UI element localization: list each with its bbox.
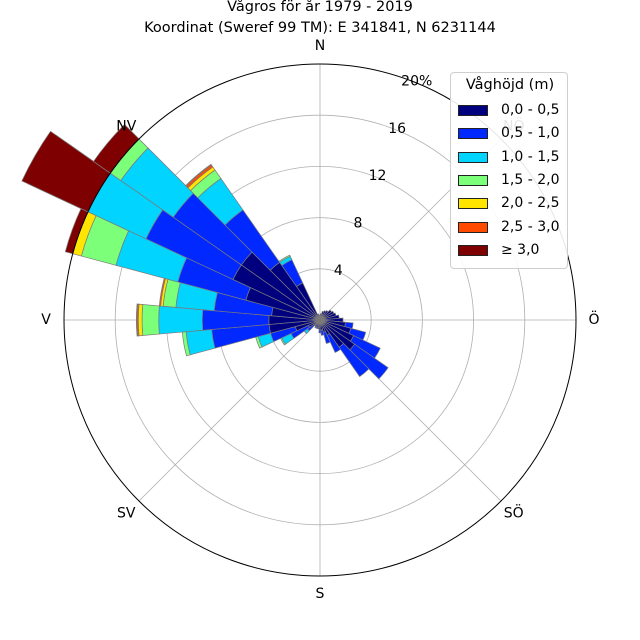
sector-bar-170-bin-1 [320, 329, 325, 336]
chart-subtitle: Koordinat (Sweref 99 TM): E 341841, N 62… [144, 20, 496, 36]
legend-swatch [458, 128, 488, 140]
legend-item: 2,0 - 2,5 [458, 195, 568, 214]
legend-item: 1,0 - 1,5 [458, 148, 568, 168]
legend-swatch [458, 105, 488, 116]
radial-tick-label: 16 [388, 121, 406, 137]
legend-label: 0,0 - 0,5 [501, 102, 560, 118]
polar-frame [63, 63, 577, 577]
legend-item: 0,0 - 0,5 [458, 102, 568, 121]
sector-bar-330-bin-3 [278, 254, 291, 263]
legend-label: 2,0 - 2,5 [501, 195, 560, 212]
legend-item: 2,5 - 3,0 [458, 218, 568, 238]
sector-bar-270-bin-6 [135, 303, 139, 337]
sector-bar-150-bin-1 [326, 333, 342, 353]
legend-swatch [458, 221, 488, 233]
sector-bar-260-bin-2 [185, 329, 216, 356]
legend-title: Våghöjd (m) [465, 77, 555, 93]
sector-bar-180-bin-1 [318, 329, 322, 334]
compass-label: S [316, 586, 325, 602]
legend-item: ≥ 3,0 [458, 241, 568, 261]
compass-label: N [315, 38, 325, 54]
grid-spoke [138, 319, 321, 502]
chart-title: Vågros för år 1979 - 2019 [227, 0, 413, 15]
sector-bar-140-bin-1 [338, 343, 370, 378]
compass-label: SÖ [504, 504, 524, 522]
legend-swatch [458, 198, 488, 210]
sector-bar-210-bin-1 [314, 325, 318, 329]
radial-tick-label: 8 [353, 216, 362, 232]
legend-label: 1,5 - 2,0 [501, 171, 560, 188]
rose-sectors [21, 124, 389, 380]
legend-label: 0,5 - 1,0 [501, 125, 560, 142]
sector-bar-270-bin-2 [158, 305, 204, 335]
sector-bar-350-bin-0 [318, 314, 321, 321]
compass-label: SV [117, 506, 136, 522]
legend-swatch [458, 174, 488, 186]
compass-label: V [41, 312, 51, 328]
sector-bar-320-bin-6 [185, 163, 212, 187]
radial-tick-label: 20% [401, 74, 432, 90]
compass-label: Ö [588, 310, 599, 328]
legend-swatch [458, 244, 488, 256]
legend-item: 0,5 - 1,0 [458, 125, 568, 144]
legend-item: 1,5 - 2,0 [458, 171, 568, 191]
legend-label: ≥ 3,0 [501, 241, 540, 258]
sector-bar-270-bin-3 [141, 304, 160, 336]
radial-tick-label: 12 [369, 168, 387, 184]
legend-swatch [458, 151, 488, 163]
compass-label: NV [116, 118, 136, 134]
legend: Våghöjd (m) 0,0 - 0,5 0,5 - 1,0 1,0 - 1,5 1… [450, 72, 568, 269]
radial-tick-label: 4 [334, 263, 343, 279]
sector-bar-160-bin-1 [322, 331, 331, 344]
legend-label: 2,5 - 3,0 [501, 218, 560, 235]
sector-bar-130-bin-1 [349, 343, 389, 380]
legend-label: 1,0 - 1,5 [501, 148, 560, 165]
